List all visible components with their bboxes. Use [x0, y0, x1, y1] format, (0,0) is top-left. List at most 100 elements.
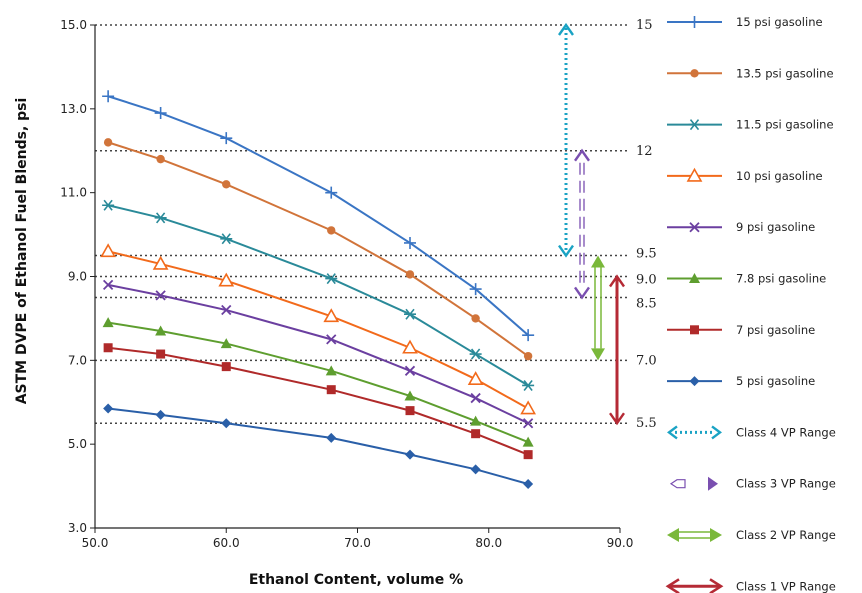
arrow-head — [558, 244, 574, 258]
data-point — [404, 308, 416, 320]
reference-line-label: 9.5 — [636, 247, 657, 262]
y-tick-label: 11.0 — [60, 186, 87, 200]
legend-marker — [690, 325, 699, 335]
arrow-head — [574, 286, 590, 300]
data-point — [327, 226, 336, 235]
legend-item: 7 psi gasoline — [667, 323, 815, 337]
x-tick-label: 90.0 — [607, 536, 634, 550]
series-line — [107, 204, 529, 387]
data-point — [326, 334, 337, 345]
data-point — [326, 432, 337, 443]
legend-marker — [688, 16, 701, 28]
y-axis-title: ASTM DVPE of Ethanol Fuel Blends, psi — [14, 98, 30, 405]
data-point — [469, 348, 482, 360]
legend-arrow-head — [667, 425, 678, 440]
reference-line-label: 8.5 — [636, 296, 657, 311]
series-line — [108, 407, 529, 485]
legend-marker — [686, 167, 703, 182]
series-line — [107, 283, 529, 425]
data-point — [470, 464, 481, 475]
legend-label: Class 1 VP Range — [736, 579, 836, 593]
data-point — [523, 450, 533, 460]
data-point — [102, 199, 115, 211]
series-layer — [100, 90, 536, 489]
series-13-5-psi-gasoline — [103, 138, 533, 361]
x-tick-label: 70.0 — [344, 536, 371, 550]
data-point — [222, 180, 231, 189]
data-point — [323, 308, 340, 323]
series-10-psi-gasoline — [100, 243, 536, 415]
data-point — [156, 154, 165, 164]
data-point — [469, 283, 482, 296]
data-point — [402, 339, 418, 354]
series-7-8-psi-gasoline — [102, 317, 534, 447]
reference-line-label: 9.0 — [636, 273, 657, 288]
range-arrow-class-3 — [574, 148, 590, 300]
data-point — [155, 409, 166, 420]
arrow-head — [558, 22, 574, 36]
data-point — [523, 351, 533, 361]
data-point — [523, 478, 534, 489]
data-point — [220, 338, 232, 349]
series-line — [108, 346, 529, 456]
data-point — [522, 418, 534, 429]
data-point — [103, 403, 114, 414]
legend-label: Class 4 VP Range — [736, 425, 836, 439]
data-point — [221, 362, 231, 372]
arrow-head — [574, 148, 590, 162]
data-point — [102, 317, 114, 328]
data-point — [102, 279, 114, 291]
legend-label: 11.5 psi gasoline — [736, 118, 834, 132]
series-line — [107, 250, 529, 410]
legend-label: 5 psi gasoline — [736, 374, 815, 388]
legend-item: Class 3 VP Range — [669, 476, 836, 491]
legend-arrow-head — [711, 425, 722, 440]
arrow-head — [591, 348, 605, 361]
x-tick-label: 50.0 — [82, 536, 109, 550]
legend-arrow-head — [708, 476, 718, 491]
data-point — [471, 429, 481, 439]
data-point — [520, 400, 536, 415]
legend-label: 15 psi gasoline — [736, 15, 823, 29]
legend-item: 11.5 psi gasoline — [667, 118, 834, 132]
data-point — [326, 385, 336, 395]
x-tick-label: 60.0 — [213, 536, 240, 550]
legend-item: 5 psi gasoline — [667, 374, 815, 388]
y-tick-label: 15.0 — [60, 18, 87, 32]
data-point — [102, 90, 115, 103]
legend-item: 10 psi gasoline — [667, 167, 823, 183]
legend-item: Class 4 VP Range — [667, 425, 836, 440]
legend-item: 15 psi gasoline — [667, 15, 823, 29]
range-arrow-class-2 — [591, 255, 605, 361]
series-5-psi-gasoline — [103, 403, 534, 489]
data-point — [404, 365, 416, 376]
x-axis-title: Ethanol Content, volume % — [249, 572, 463, 588]
plot-area: 3.0 5.0 7.0 9.0 11.0 13.0 15.0 50.0 60.0 70.0 80.0… — [60, 18, 656, 550]
legend-marker — [689, 376, 700, 387]
reference-line-label: 12 — [636, 144, 653, 159]
series-line — [107, 95, 529, 336]
data-point — [103, 343, 113, 353]
range-arrow-class-1 — [609, 274, 625, 426]
data-point — [470, 415, 482, 426]
data-point — [325, 365, 337, 376]
data-point — [220, 233, 233, 245]
data-point — [404, 390, 416, 401]
series-11-5-psi-gasoline — [102, 199, 535, 391]
legend-arrow-head — [667, 528, 679, 542]
legend-item: 9 psi gasoline — [667, 220, 815, 234]
legend-item: 7.8 psi gasoline — [667, 272, 826, 286]
data-point — [467, 371, 484, 385]
y-tick-label: 3.0 — [68, 521, 87, 535]
data-point — [221, 304, 232, 316]
data-point — [470, 392, 481, 404]
series-line — [107, 141, 529, 357]
data-point — [218, 272, 235, 287]
reference-line-label: 7.0 — [636, 353, 657, 368]
range-shaft — [594, 267, 602, 349]
data-point — [152, 255, 169, 270]
legend-range-shaft — [669, 479, 686, 489]
data-point — [522, 436, 534, 447]
data-point — [325, 273, 338, 285]
y-tick-label: 5.0 — [68, 437, 87, 451]
